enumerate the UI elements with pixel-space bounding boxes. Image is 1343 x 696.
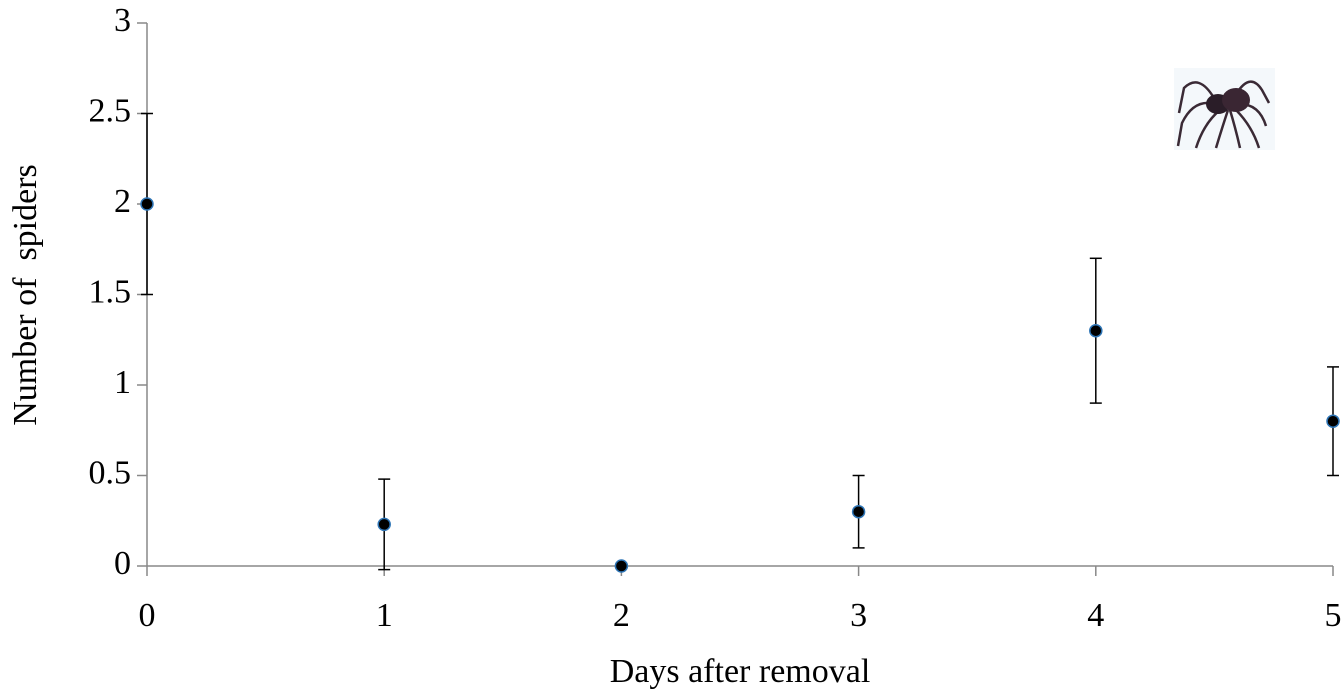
- y-axis-label: Number of spiders: [7, 164, 44, 426]
- y-tick-label: 2: [114, 183, 131, 220]
- point: [1326, 414, 1340, 428]
- x-tick-label: 3: [850, 597, 867, 634]
- y-tick-label: 0: [114, 545, 131, 582]
- y-tick-label: 0.5: [89, 454, 132, 491]
- y-tick-label: 2.5: [89, 92, 132, 129]
- point: [140, 197, 154, 211]
- point: [1089, 323, 1103, 338]
- x-tick-label: 4: [1087, 597, 1104, 634]
- y-tick-label: 1: [114, 364, 131, 401]
- y-tick-label: 3: [114, 2, 131, 39]
- x-axis-label: Days after removal: [610, 653, 871, 690]
- y-tick-label: 1.5: [89, 273, 132, 310]
- x-tick-label: 0: [139, 597, 156, 634]
- x-tick-label: 2: [613, 597, 630, 634]
- point: [851, 504, 866, 519]
- x-tick-label: 1: [376, 597, 393, 634]
- point: [614, 559, 629, 573]
- x-tick-label: 5: [1325, 597, 1342, 634]
- point: [377, 517, 391, 532]
- spider-icon: [1174, 68, 1275, 150]
